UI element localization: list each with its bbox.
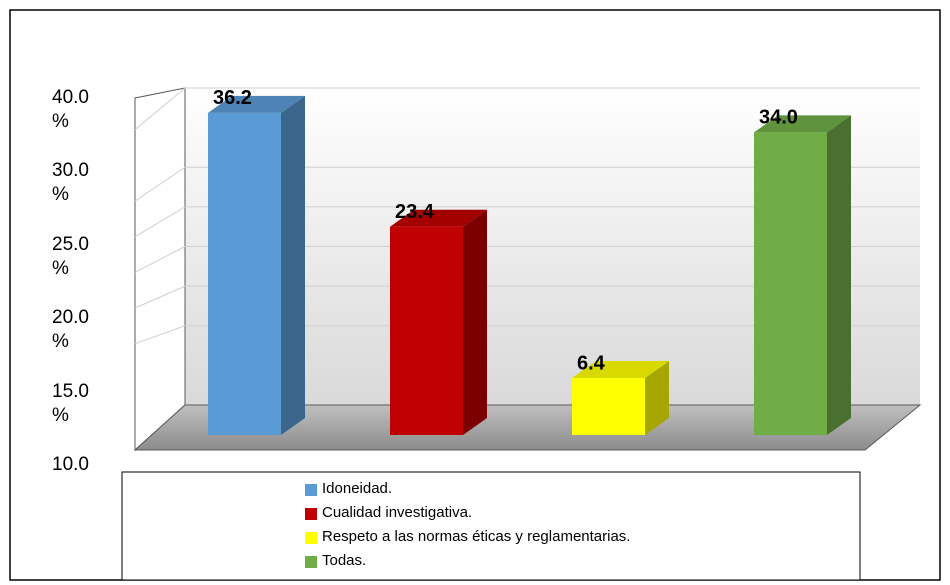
grid-line [134, 206, 186, 238]
bar [208, 112, 281, 435]
bar [572, 378, 645, 435]
legend-swatch [305, 484, 317, 496]
y-tick-label: 10.0 [52, 454, 89, 475]
bar [390, 226, 463, 435]
bar-top [390, 209, 487, 227]
grid-line [134, 285, 186, 309]
bar-side [827, 115, 851, 436]
bar-top [572, 361, 669, 379]
legend-swatch [305, 556, 317, 568]
y-tick-label: 20.0 % [52, 307, 89, 353]
y-tick-label: 25.0 % [52, 233, 89, 279]
bar-side [463, 209, 487, 435]
grid-line [134, 246, 186, 273]
y-tick-label: 40.0 % [52, 87, 89, 132]
grid-line [134, 166, 186, 202]
y-tick-label: 30.0 % [52, 160, 89, 206]
data-label: 36.2 [213, 87, 252, 109]
legend-label: Respeto a las normas éticas y reglamenta… [322, 528, 631, 545]
floor [133, 404, 922, 451]
legend-label: Cualidad investigativa. [322, 504, 473, 521]
data-label: 6.4 [577, 352, 606, 374]
legend-swatch [305, 532, 317, 544]
legend-box [121, 471, 861, 581]
y-tick-label: 15.0 % [52, 380, 89, 426]
legend-label: Todas. [322, 552, 367, 569]
bar-side [645, 361, 669, 435]
bar-top [208, 95, 305, 113]
bar [754, 132, 827, 435]
data-label: 34.0 [759, 107, 798, 129]
legend-label: Idoneidad. [322, 480, 393, 497]
legend-swatch [305, 508, 317, 520]
bar-side [281, 95, 305, 435]
grid-line [134, 325, 186, 345]
grid-line [134, 87, 186, 131]
bar-top [754, 115, 851, 133]
data-label: 23.4 [395, 201, 435, 223]
